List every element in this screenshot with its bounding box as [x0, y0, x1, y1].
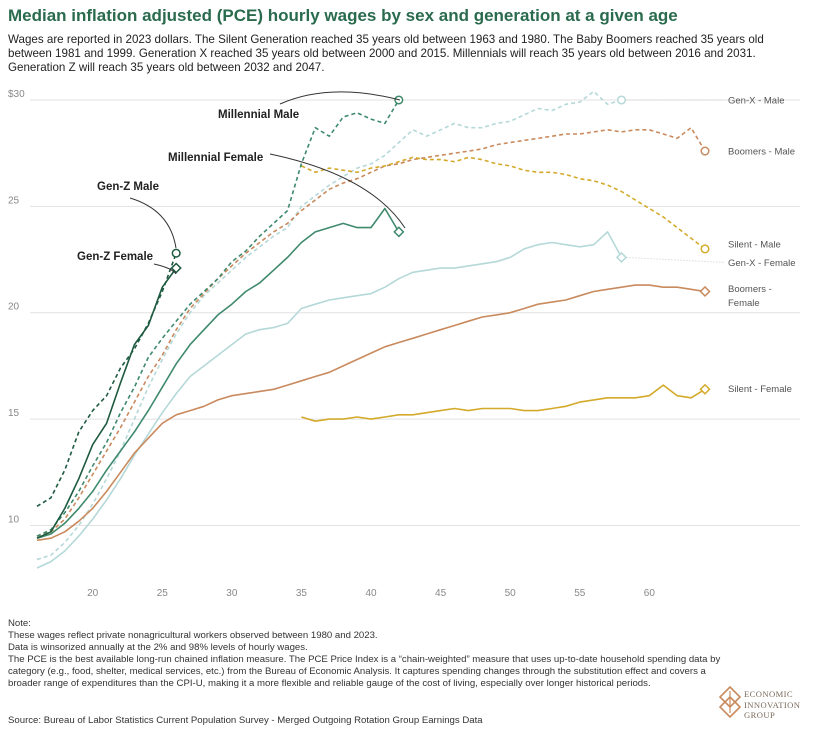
end-label: Female	[728, 298, 760, 309]
series-line-boomers-female	[36, 284, 706, 542]
end-marker-gen-x-female	[615, 251, 628, 264]
x-tick-label: 30	[226, 588, 238, 599]
logo-text: ECONOMIC INNOVATION GROUP	[744, 689, 801, 720]
y-tick-label: 15	[8, 408, 20, 419]
series-line-gen-x-female	[36, 231, 623, 569]
end-label: Boomers -	[728, 284, 772, 295]
series-line-gen-z-female	[36, 267, 177, 539]
end-marker-gen-x-male	[616, 95, 627, 105]
x-tick-label: 40	[365, 588, 377, 599]
end-label-leader	[626, 256, 725, 263]
series-line-gen-z-male	[36, 252, 177, 507]
end-marker-boomers-female	[699, 285, 711, 298]
x-tick-label: 20	[87, 588, 99, 599]
note-heading: Note:	[8, 618, 31, 629]
series-line-silent-male	[301, 156, 706, 250]
y-tick-label: 10	[8, 514, 20, 525]
callout-label: Gen-Z Male	[97, 181, 159, 193]
note-line: Data is winsorized annually at the 2% an…	[8, 642, 308, 653]
logo-icon	[718, 685, 742, 719]
x-tick-label: 35	[296, 588, 308, 599]
callout-arrow	[129, 197, 177, 249]
callout-arrow	[279, 91, 401, 105]
callout-label: Millennial Male	[218, 109, 299, 121]
end-label: Silent - Female	[728, 384, 792, 395]
y-tick-label: $30	[8, 89, 25, 100]
y-tick-label: 25	[8, 195, 20, 206]
end-marker-gen-z-female	[170, 262, 182, 274]
x-tick-label: 25	[157, 588, 169, 599]
note-line: The PCE is the best available long-run c…	[8, 654, 721, 689]
callout-label: Millennial Female	[168, 152, 263, 164]
series-line-silent-female	[301, 384, 706, 423]
end-label: Gen-X - Male	[728, 96, 785, 107]
end-marker-silent-female	[699, 383, 711, 395]
y-tick-label: 20	[8, 302, 20, 313]
end-marker-gen-z-male	[171, 248, 181, 258]
notes-block: Note: These wages reflect private nonagr…	[8, 618, 728, 690]
chart-title: Median inflation adjusted (PCE) hourly w…	[8, 6, 678, 25]
end-label: Silent - Male	[728, 239, 781, 250]
note-line: These wages reflect private nonagricultu…	[8, 630, 378, 641]
series-line-boomers-male	[36, 126, 706, 537]
series-line-millennial-male	[36, 99, 400, 537]
end-label: Gen-X - Female	[728, 258, 796, 269]
end-label: Boomers - Male	[728, 147, 795, 158]
source-note: Source: Bureau of Labor Statistics Curre…	[8, 715, 483, 726]
callout-arrow	[153, 263, 177, 275]
chart-subtitle: Wages are reported in 2023 dollars. The …	[8, 33, 764, 74]
end-marker-silent-male	[700, 244, 710, 254]
end-marker-boomers-male	[700, 146, 710, 156]
callout-label: Gen-Z Female	[77, 251, 153, 263]
series-line-millennial-female	[36, 207, 400, 539]
x-tick-label: 55	[574, 588, 586, 599]
line-chart: 10 15 20 25 $30 20 25 30 35 40 45 50 55 60 Gen-X - Mal…	[8, 89, 800, 599]
x-tick-label: 60	[644, 588, 656, 599]
callout-arrow	[269, 153, 406, 229]
eig-logo: ECONOMIC INNOVATION GROUP	[718, 685, 813, 729]
series-line-gen-x-male	[36, 90, 622, 561]
x-tick-label: 45	[435, 588, 447, 599]
end-marker-millennial-female	[393, 226, 405, 238]
x-tick-label: 50	[505, 588, 517, 599]
